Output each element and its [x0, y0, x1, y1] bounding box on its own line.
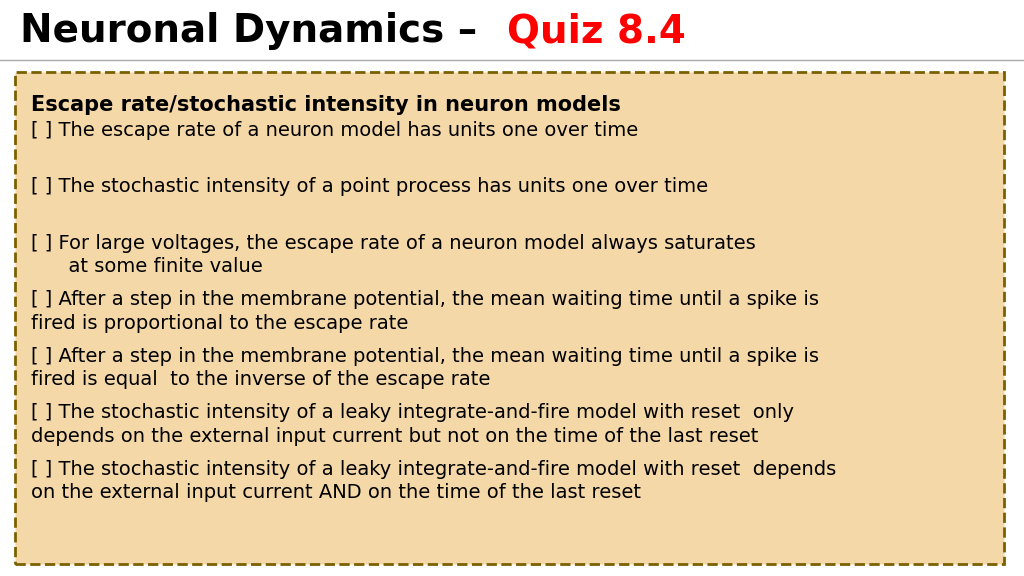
FancyBboxPatch shape	[15, 72, 1004, 564]
Text: Escape rate/stochastic intensity in neuron models: Escape rate/stochastic intensity in neur…	[31, 95, 621, 115]
Text: [ ] For large voltages, the escape rate of a neuron model always saturates
     : [ ] For large voltages, the escape rate …	[31, 234, 756, 276]
Text: [ ] After a step in the membrane potential, the mean waiting time until a spike : [ ] After a step in the membrane potenti…	[31, 290, 819, 333]
Text: [ ] The escape rate of a neuron model has units one over time: [ ] The escape rate of a neuron model ha…	[31, 121, 638, 140]
Text: [ ] The stochastic intensity of a leaky integrate-and-fire model with reset  dep: [ ] The stochastic intensity of a leaky …	[31, 460, 836, 502]
FancyBboxPatch shape	[0, 0, 1024, 60]
Text: [ ] The stochastic intensity of a leaky integrate-and-fire model with reset  onl: [ ] The stochastic intensity of a leaky …	[31, 403, 794, 446]
Text: [ ] The stochastic intensity of a point process has units one over time: [ ] The stochastic intensity of a point …	[31, 177, 708, 196]
Text: Neuronal Dynamics –: Neuronal Dynamics –	[20, 13, 492, 51]
Text: [ ] After a step in the membrane potential, the mean waiting time until a spike : [ ] After a step in the membrane potenti…	[31, 347, 819, 389]
Text: Quiz 8.4: Quiz 8.4	[507, 13, 686, 51]
